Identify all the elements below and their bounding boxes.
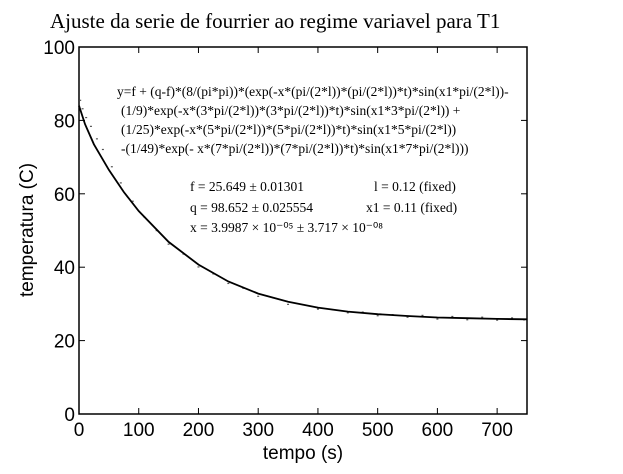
x-tick-label-7: 700 (481, 420, 513, 441)
y-axis-label: temperatura (C) (17, 163, 38, 297)
data-point (101, 148, 104, 151)
y-tick-label-3: 60 (54, 185, 75, 206)
data-point (257, 295, 260, 297)
data-point (376, 315, 379, 317)
data-point (197, 266, 200, 268)
data-point (89, 125, 92, 127)
equation-line-2: (1/9)*exp(-x*(3*pi/(2*l))*(3*pi/(2*l))*t… (121, 103, 460, 118)
data-point (81, 108, 84, 110)
data-point (421, 314, 424, 316)
data-point (466, 319, 469, 321)
param-l: l = 0.12 (fixed) (374, 179, 456, 194)
x-tick-label-5: 500 (362, 420, 394, 441)
fit-equation: y=f + (q-f)*(8/(pi*pi))*(exp(-x*(pi/(2*l… (117, 84, 509, 156)
equation-line-3: (1/25)*exp(-x*(5*pi/(2*l))*(5*pi/(2*l))*… (121, 122, 456, 137)
x-tick-label-0: 0 (74, 420, 85, 441)
x-axis-ticks: 0 100 200 300 400 500 600 700 (74, 47, 513, 441)
param-q: q = 98.652 ± 0.025554 (190, 200, 313, 215)
x-tick-label-4: 400 (302, 420, 334, 441)
fit-curve (78, 105, 528, 321)
param-f: f = 25.649 ± 0.01301 (190, 179, 304, 194)
data-point (95, 138, 98, 140)
data-point (511, 317, 514, 319)
equation-line-1: y=f + (q-f)*(8/(pi*pi))*(exp(-x*(pi/(2*l… (117, 84, 509, 99)
data-point (481, 316, 484, 318)
data-point (287, 303, 290, 305)
x-tick-label-1: 100 (123, 420, 155, 441)
equation-line-4: -(1/49)*exp(- x*(7*pi/(2*l))*(7*pi/(2*l)… (121, 141, 469, 156)
data-point (451, 315, 454, 318)
x-tick-label-6: 600 (422, 420, 454, 441)
fit-parameters: f = 25.649 ± 0.01301 q = 98.652 ± 0.0255… (190, 179, 457, 235)
y-axis-ticks: 0 20 40 60 80 100 (43, 38, 527, 426)
data-point (316, 308, 319, 310)
y-tick-label-4: 80 (54, 111, 75, 132)
y-tick-label-1: 20 (54, 332, 75, 353)
data-point (496, 319, 499, 321)
data-point (346, 312, 349, 314)
chart-title: Ajuste da serie de fourrier ao regime va… (50, 9, 500, 33)
plot-frame (78, 46, 528, 415)
data-point (119, 182, 122, 184)
param-x: x = 3.9987 × 10⁻⁰⁵ ± 3.717 × 10⁻⁰⁸ (190, 220, 383, 235)
data-point (85, 116, 88, 119)
data-point (406, 316, 409, 318)
data-point (167, 243, 170, 245)
data-point (227, 282, 230, 285)
y-tick-label-5: 100 (43, 38, 75, 59)
x-tick-label-2: 200 (183, 420, 215, 441)
param-x1: x1 = 0.11 (fixed) (366, 200, 457, 215)
data-point (110, 166, 113, 168)
x-axis-label: tempo (s) (263, 443, 343, 464)
y-tick-label-0: 0 (64, 405, 75, 426)
data-point (131, 200, 134, 202)
y-tick-label-2: 40 (54, 258, 75, 279)
data-point (79, 99, 82, 101)
x-tick-label-3: 300 (242, 420, 274, 441)
data-point (436, 318, 439, 320)
